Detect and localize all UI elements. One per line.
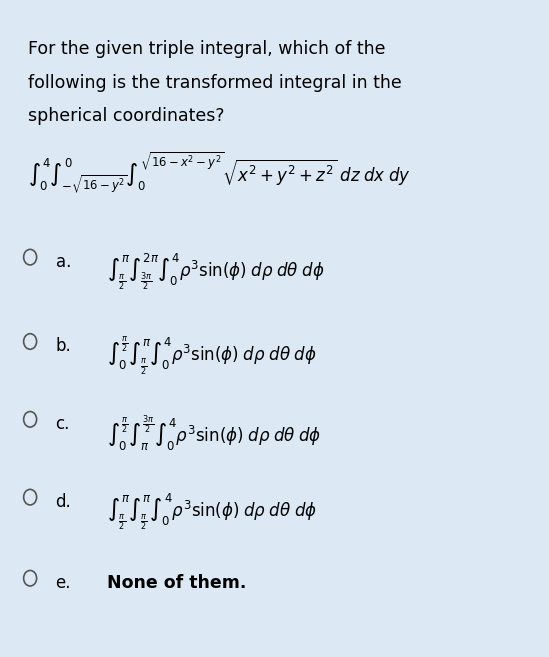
Text: c.: c. — [55, 415, 70, 433]
Text: b.: b. — [55, 337, 71, 355]
Text: $\int_{\frac{\pi}{2}}^{\pi} \int_{\frac{\pi}{2}}^{\pi} \int_0^4 \rho^3 \sin(\phi: $\int_{\frac{\pi}{2}}^{\pi} \int_{\frac{… — [107, 491, 317, 532]
Text: e.: e. — [55, 574, 71, 592]
Text: For the given triple integral, which of the: For the given triple integral, which of … — [29, 40, 386, 58]
Text: following is the transformed integral in the: following is the transformed integral in… — [29, 74, 402, 91]
Text: a.: a. — [55, 252, 71, 271]
Text: $\int_0^{\frac{\pi}{2}} \int_{\frac{\pi}{2}}^{\pi} \int_0^4 \rho^3 \sin(\phi)\; : $\int_0^{\frac{\pi}{2}} \int_{\frac{\pi}… — [107, 335, 317, 377]
Text: None of them.: None of them. — [107, 574, 247, 592]
Text: d.: d. — [55, 493, 71, 510]
Text: $\int_0^4 \int_{-\sqrt{16-y^2}}^{0} \int_0^{\sqrt{16-x^2-y^2}} \sqrt{x^2 + y^2 +: $\int_0^4 \int_{-\sqrt{16-y^2}}^{0} \int… — [29, 150, 411, 195]
Text: $\int_{\frac{\pi}{2}}^{\pi} \int_{\frac{3\pi}{2}}^{2\pi} \int_0^4 \rho^3 \sin(\p: $\int_{\frac{\pi}{2}}^{\pi} \int_{\frac{… — [107, 251, 324, 292]
Text: $\int_0^{\frac{\pi}{2}} \int_{\pi}^{\frac{3\pi}{2}} \int_0^4 \rho^3 \sin(\phi)\;: $\int_0^{\frac{\pi}{2}} \int_{\pi}^{\fra… — [107, 413, 321, 453]
Text: spherical coordinates?: spherical coordinates? — [29, 107, 225, 125]
